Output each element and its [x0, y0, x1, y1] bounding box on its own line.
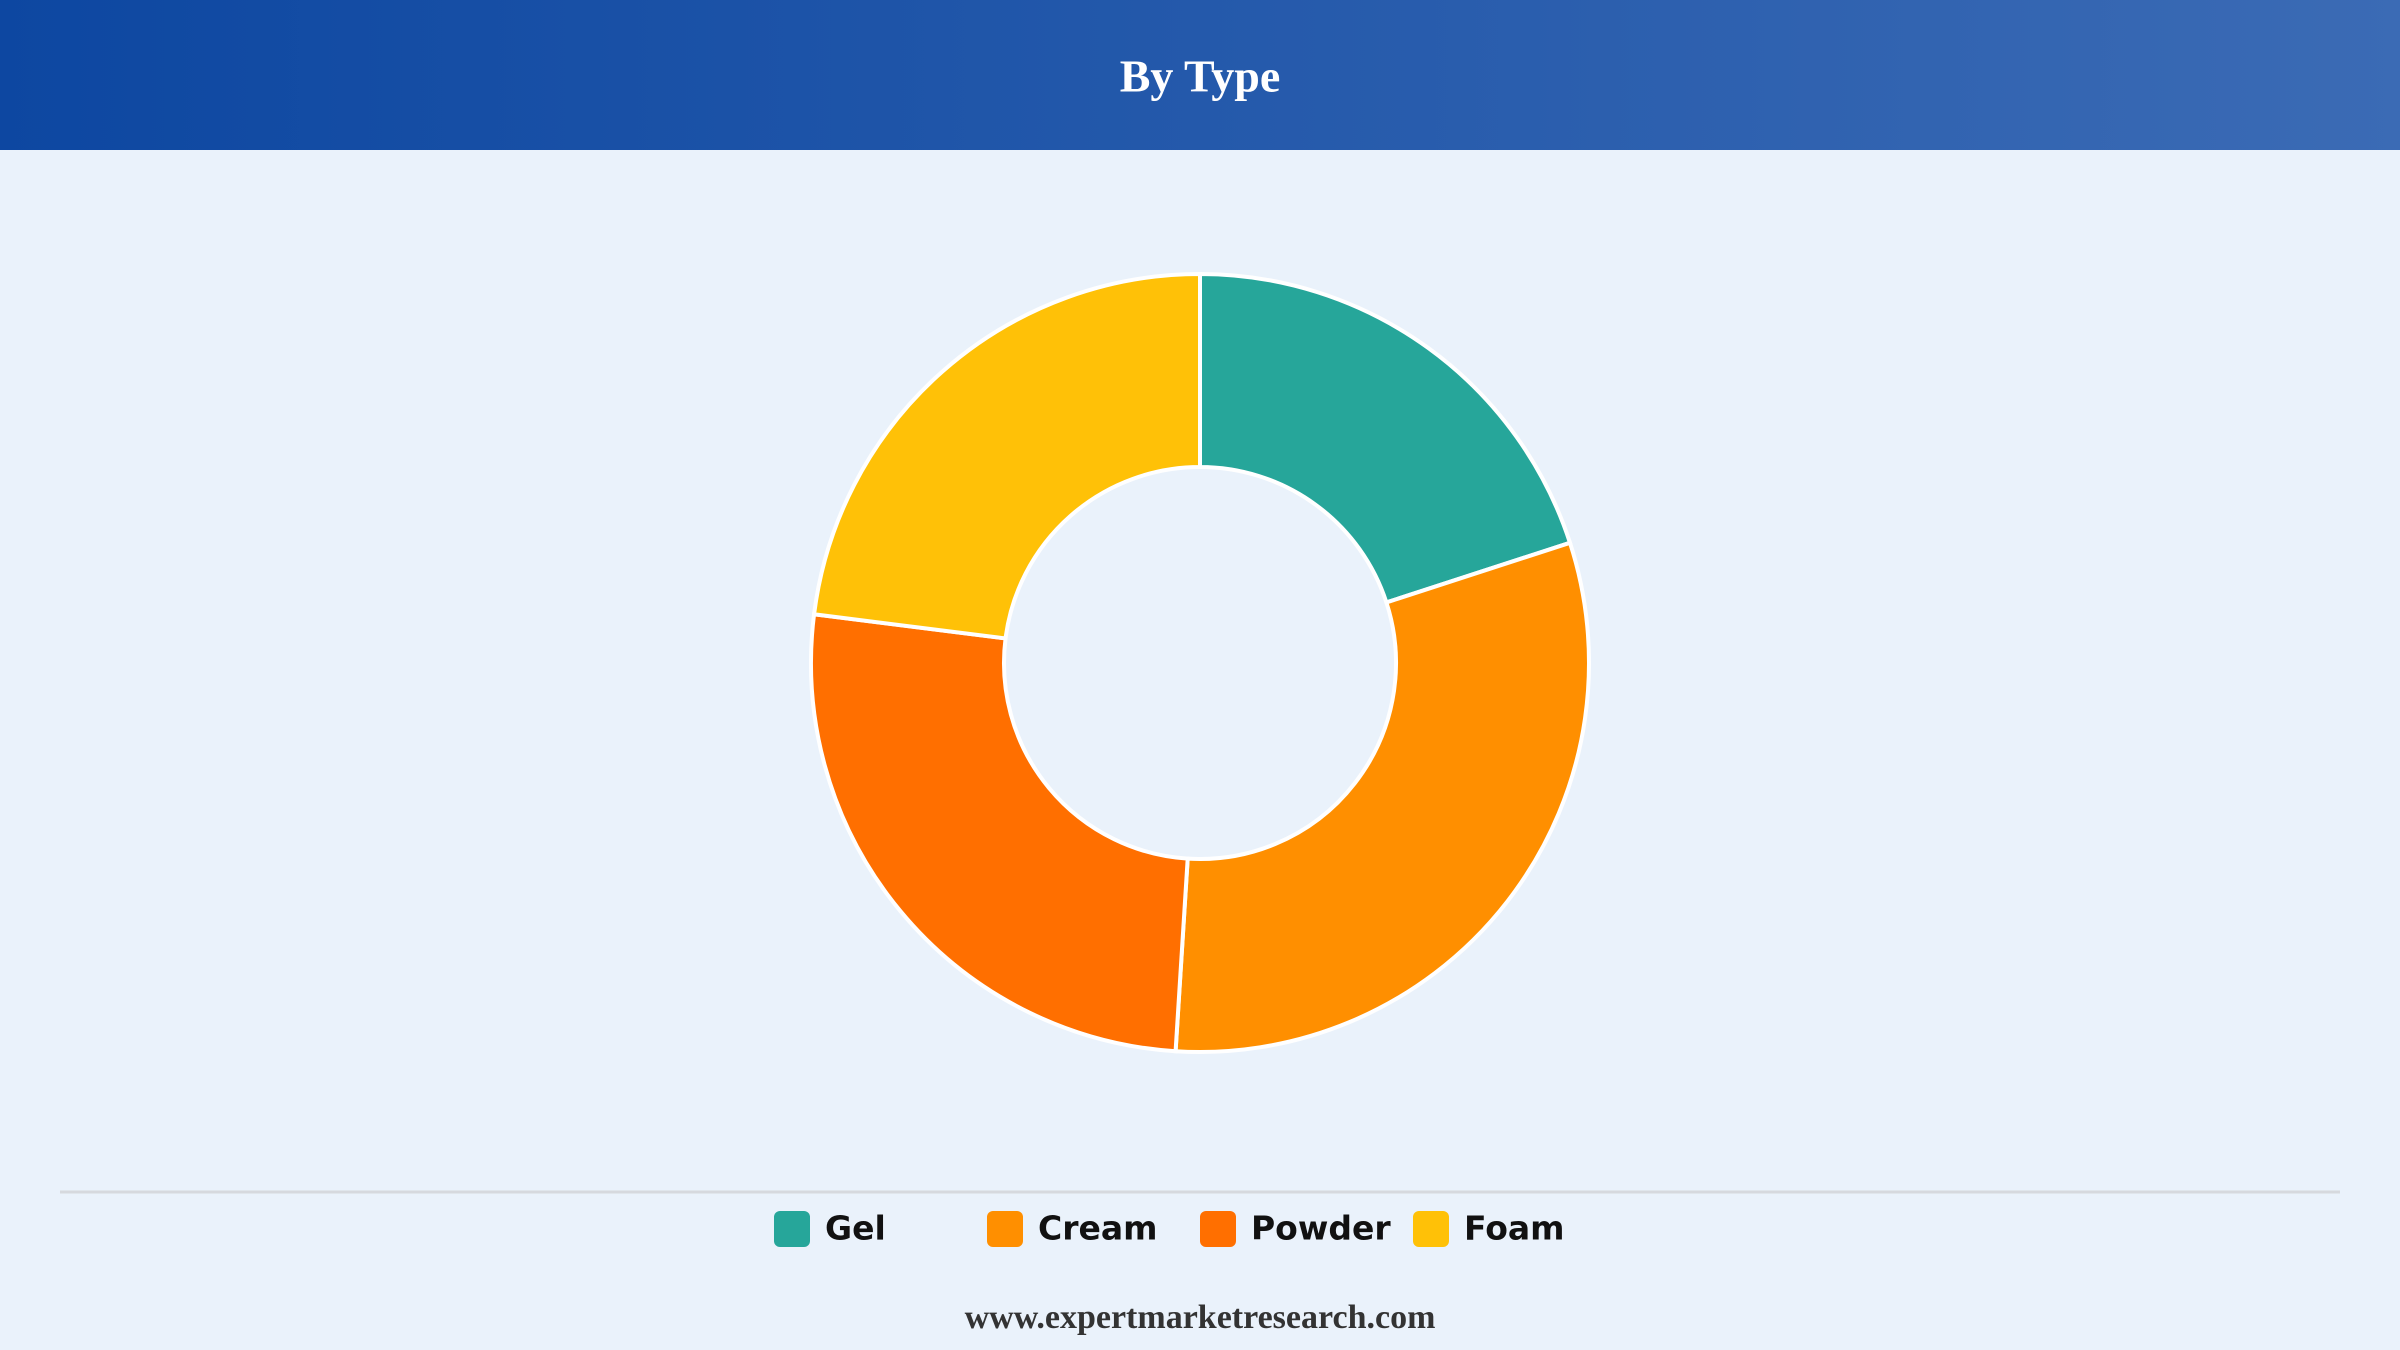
legend-label: Powder — [1251, 1209, 1391, 1248]
legend-swatch — [1413, 1211, 1449, 1247]
legend-swatch — [987, 1211, 1023, 1247]
footer-url: www.expertmarketresearch.com — [965, 1299, 1436, 1336]
legend-label: Cream — [1038, 1209, 1158, 1248]
donut-slice — [1173, 540, 1591, 1054]
header-bar — [0, 0, 2400, 150]
donut-slice — [811, 271, 1202, 641]
donut-slice — [1198, 271, 1573, 605]
legend-label: Foam — [1464, 1209, 1565, 1248]
legend-swatch — [1200, 1211, 1236, 1247]
chart-title: By Type — [1120, 51, 1281, 102]
legend-swatch — [774, 1211, 810, 1247]
donut-slice — [809, 612, 1190, 1054]
legend-label: Gel — [825, 1209, 886, 1248]
